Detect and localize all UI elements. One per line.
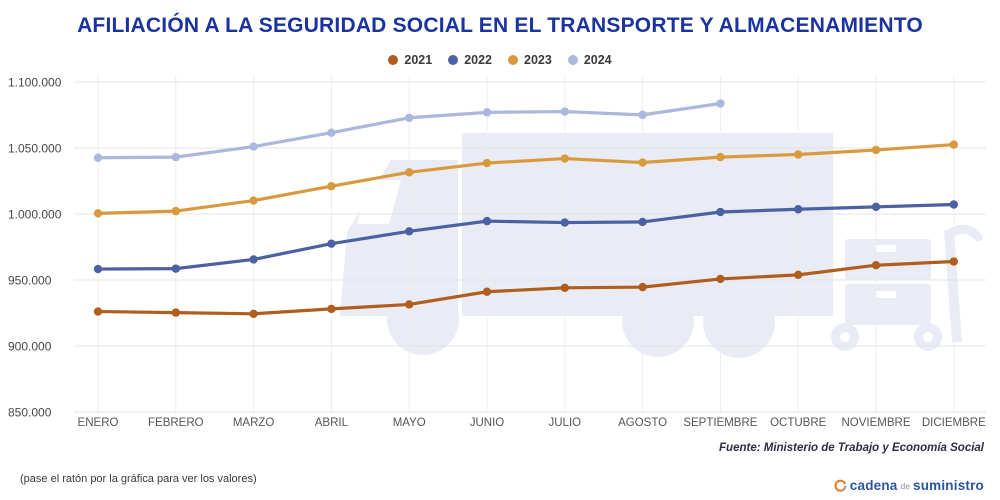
y-tick-label: 1.100.000 bbox=[8, 76, 62, 90]
data-point-2023[interactable] bbox=[171, 206, 180, 216]
data-point-2024[interactable] bbox=[560, 107, 569, 116]
data-point-2023[interactable] bbox=[871, 145, 881, 155]
data-point-2024[interactable] bbox=[638, 110, 647, 120]
data-point-2021[interactable] bbox=[249, 309, 258, 318]
data-point-2022[interactable] bbox=[716, 207, 725, 217]
data-point-2021[interactable] bbox=[638, 282, 647, 292]
legend-item-2024[interactable]: 2024 bbox=[567, 53, 612, 67]
hover-hint: (pase el ratón por la gráfica para ver l… bbox=[20, 473, 257, 485]
logo-word-suministro: suministro bbox=[912, 478, 984, 493]
data-point-2023[interactable] bbox=[327, 181, 336, 191]
legend-dot-2021 bbox=[388, 55, 399, 65]
x-tick-label-noviembre: NOVIEMBRE bbox=[841, 417, 910, 429]
legend-label: 2022 bbox=[464, 53, 492, 67]
legend-item-2023[interactable]: 2023 bbox=[508, 53, 552, 67]
legend-dot-2024 bbox=[567, 55, 578, 65]
data-point-2022[interactable] bbox=[482, 216, 492, 226]
legend-label: 2024 bbox=[583, 53, 612, 67]
data-point-2021[interactable] bbox=[949, 257, 958, 266]
page-title: AFILIACIÓN A LA SEGURIDAD SOCIAL EN EL T… bbox=[77, 14, 923, 37]
y-tick-label: 850.000 bbox=[8, 406, 52, 420]
data-point-2023[interactable] bbox=[482, 158, 492, 168]
data-point-2024[interactable] bbox=[482, 108, 492, 117]
data-point-2024[interactable] bbox=[93, 153, 103, 162]
legend-dot-2022 bbox=[448, 55, 459, 65]
x-tick-label-agosto: AGOSTO bbox=[618, 417, 667, 429]
data-point-2022[interactable] bbox=[638, 217, 647, 227]
data-point-2023[interactable] bbox=[249, 196, 258, 205]
data-point-2022[interactable] bbox=[794, 205, 803, 214]
x-tick-label-febrero: FEBRERO bbox=[148, 417, 204, 429]
data-point-2022[interactable] bbox=[327, 239, 336, 248]
data-point-2023[interactable] bbox=[638, 158, 647, 167]
site-logo[interactable]: cadena de suministro bbox=[834, 477, 984, 493]
legend-item-2021[interactable]: 2021 bbox=[388, 53, 432, 67]
logo-word-de: de bbox=[900, 481, 910, 491]
data-point-2024[interactable] bbox=[716, 99, 725, 108]
data-point-2023[interactable] bbox=[405, 168, 414, 177]
data-point-2022[interactable] bbox=[949, 200, 958, 209]
data-point-2021[interactable] bbox=[871, 261, 881, 270]
data-point-2021[interactable] bbox=[93, 307, 103, 316]
x-tick-label-junio: JUNIO bbox=[470, 417, 505, 429]
data-point-2021[interactable] bbox=[794, 270, 803, 280]
data-point-2021[interactable] bbox=[482, 287, 492, 296]
x-tick-label-julio: JULIO bbox=[549, 417, 582, 429]
y-tick-label: 950.000 bbox=[8, 274, 52, 288]
series-line-2023[interactable] bbox=[96, 142, 956, 215]
hand-truck-watermark bbox=[831, 224, 983, 351]
x-tick-label-abril: ABRIL bbox=[315, 417, 349, 429]
y-tick-label: 1.050.000 bbox=[8, 142, 62, 156]
data-point-2023[interactable] bbox=[949, 140, 958, 149]
chart-legend: 2021 2022 2023 2024 bbox=[0, 53, 1000, 67]
x-tick-label-septiembre: SEPTIEMBRE bbox=[683, 417, 757, 429]
y-tick-label: 1.000.000 bbox=[8, 208, 62, 222]
logo-word-cadena: cadena bbox=[849, 478, 898, 493]
legend-item-2022[interactable]: 2022 bbox=[448, 53, 492, 67]
truck-watermark bbox=[340, 133, 983, 358]
data-point-2022[interactable] bbox=[93, 264, 103, 274]
source-note: Fuente: Ministerio de Trabajo y Economía… bbox=[719, 442, 984, 454]
x-tick-label-octubre: OCTUBRE bbox=[770, 417, 827, 429]
legend-label: 2023 bbox=[524, 53, 552, 67]
legend-dot-2023 bbox=[508, 55, 518, 65]
data-point-2021[interactable] bbox=[560, 283, 569, 292]
data-point-2023[interactable] bbox=[794, 150, 803, 159]
series-line-2021[interactable] bbox=[96, 259, 956, 316]
data-point-2023[interactable] bbox=[93, 209, 103, 218]
data-point-2021[interactable] bbox=[716, 274, 725, 284]
data-point-2021[interactable] bbox=[171, 308, 180, 317]
y-tick-label: 900.000 bbox=[8, 340, 52, 354]
circular-arrows-icon bbox=[834, 479, 847, 492]
data-point-2022[interactable] bbox=[405, 227, 414, 236]
data-point-2023[interactable] bbox=[716, 152, 725, 162]
data-point-2022[interactable] bbox=[249, 255, 258, 264]
data-point-2024[interactable] bbox=[327, 128, 336, 137]
data-point-2023[interactable] bbox=[560, 154, 569, 163]
x-tick-label-marzo: MARZO bbox=[233, 417, 275, 429]
data-point-2022[interactable] bbox=[560, 218, 569, 227]
series-line-2022[interactable] bbox=[96, 202, 956, 271]
data-point-2021[interactable] bbox=[327, 304, 336, 314]
data-point-2022[interactable] bbox=[171, 264, 180, 273]
data-point-2024[interactable] bbox=[405, 113, 414, 122]
x-tick-label-diciembre: DICIEMBRE bbox=[922, 417, 986, 429]
data-point-2022[interactable] bbox=[871, 202, 881, 212]
x-tick-label-enero: ENERO bbox=[78, 417, 119, 429]
legend-label: 2021 bbox=[404, 53, 433, 67]
data-point-2021[interactable] bbox=[405, 300, 414, 309]
x-tick-label-mayo: MAYO bbox=[393, 417, 426, 429]
data-point-2024[interactable] bbox=[249, 142, 258, 151]
data-point-2024[interactable] bbox=[171, 152, 180, 162]
